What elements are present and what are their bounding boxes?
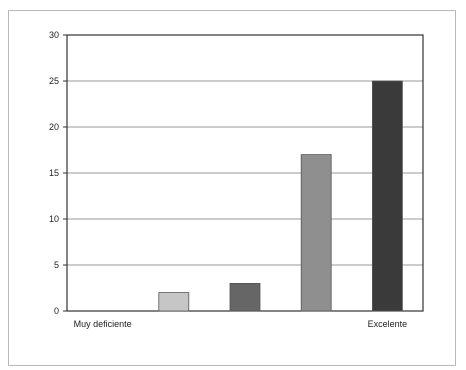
x-category-label: Excelente: [368, 319, 408, 329]
bar-5: [371, 80, 403, 312]
chart-frame: 0 5 10 15 20 25 30 Muy deficiente Excelente: [8, 10, 456, 366]
y-tick-label: 0: [54, 306, 59, 316]
y-tick-label: 5: [54, 260, 59, 270]
y-tick-label: 15: [49, 168, 59, 178]
bar-2: [158, 292, 190, 312]
y-tick-label: 30: [49, 30, 59, 40]
y-tick-label: 20: [49, 122, 59, 132]
bar-chart: 0 5 10 15 20 25 30 Muy deficiente Excelente: [49, 30, 424, 329]
y-tick-label: 10: [49, 214, 59, 224]
x-category-label: Muy deficiente: [74, 319, 132, 329]
y-tick-label: 25: [49, 76, 59, 86]
bar-3: [229, 282, 261, 312]
bar-4: [300, 154, 332, 312]
